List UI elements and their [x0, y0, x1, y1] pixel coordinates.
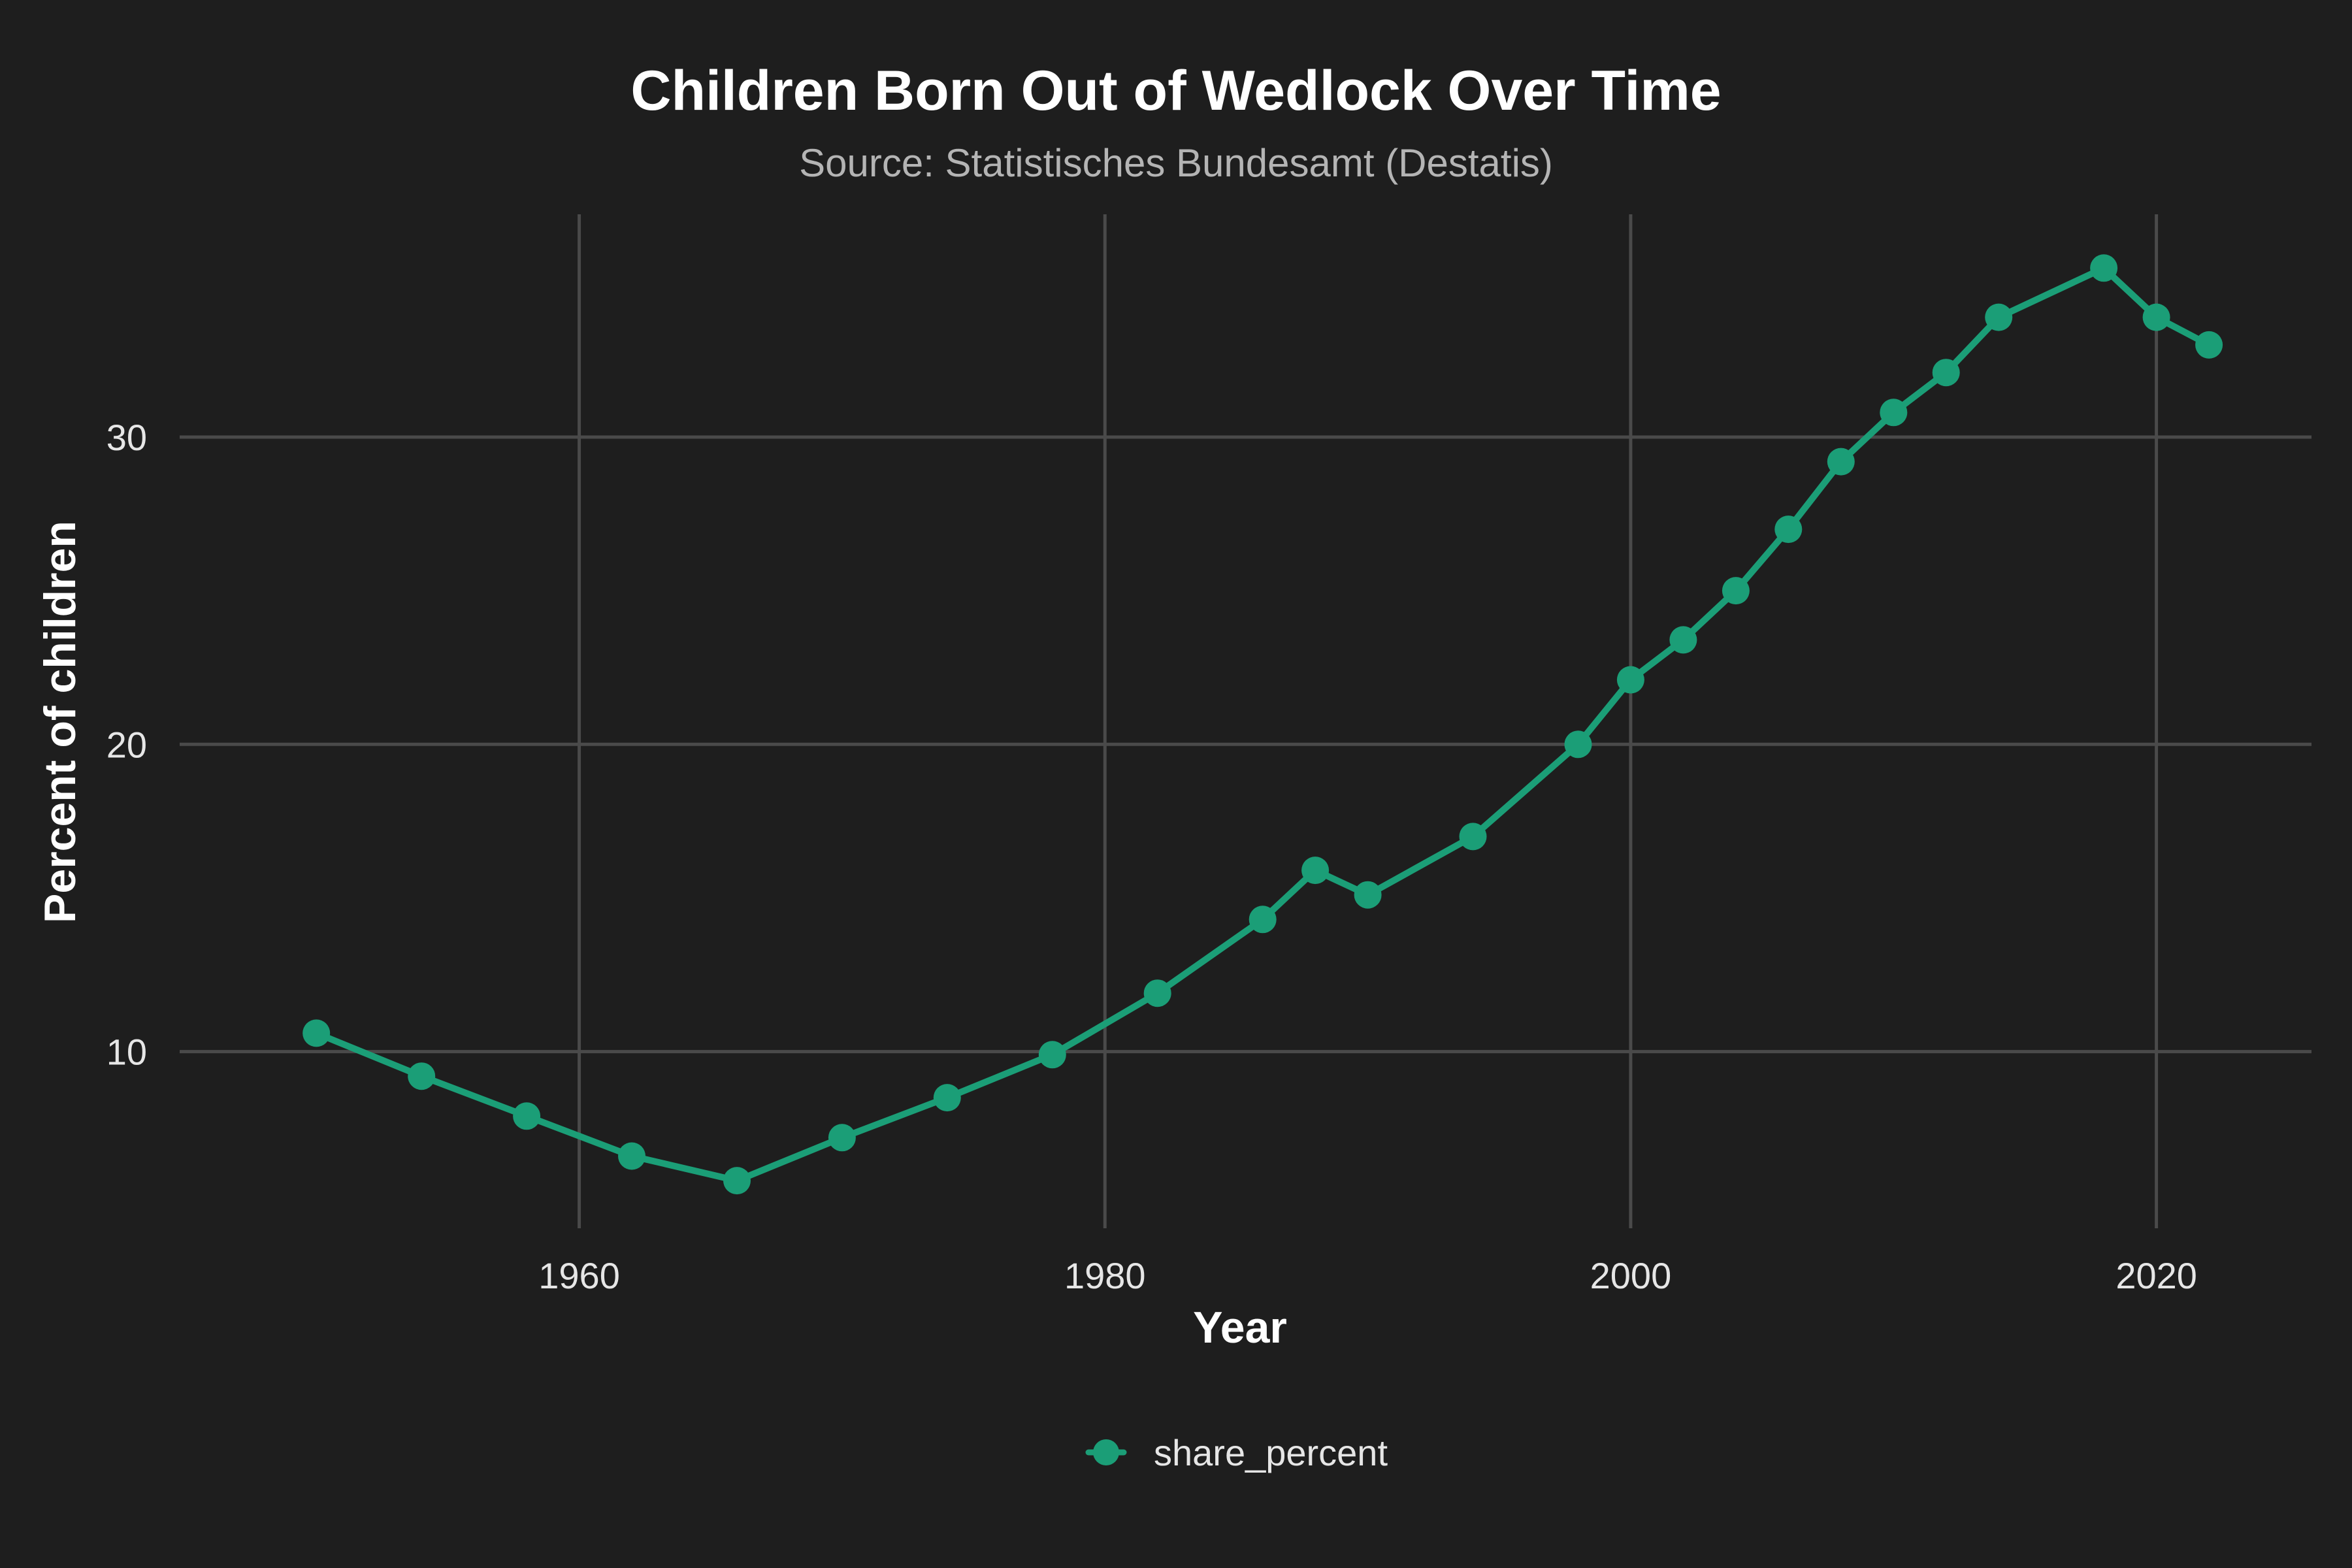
- x-tick-label: 1980: [1064, 1255, 1146, 1296]
- data-point: [1827, 448, 1855, 476]
- data-point: [1616, 666, 1644, 694]
- tick-labels: 1960 1980 2000 2020 10 20 30: [106, 417, 2197, 1296]
- data-point: [1985, 303, 2013, 331]
- series-line: [313, 265, 2213, 1184]
- chart-subtitle: Source: Statistisches Bundesamt (Destati…: [799, 141, 1553, 185]
- data-point: [1564, 730, 1592, 759]
- grid-lines: [180, 214, 2311, 1228]
- data-point: [723, 1167, 751, 1195]
- data-point: [1932, 359, 1960, 387]
- data-point: [1774, 515, 1803, 544]
- x-tick-label: 2000: [1590, 1255, 1672, 1296]
- y-tick-label: 20: [106, 724, 147, 765]
- legend-marker-icon: [1093, 1439, 1119, 1465]
- data-point: [408, 1062, 436, 1090]
- data-point: [2142, 303, 2170, 331]
- data-point: [2195, 331, 2223, 359]
- data-point: [1459, 823, 1487, 851]
- data-point: [302, 1019, 331, 1047]
- y-tick-label: 10: [106, 1032, 147, 1073]
- legend: share_percent: [1085, 1432, 1388, 1473]
- data-point: [1722, 577, 1750, 605]
- y-axis-title: Percent of children: [35, 521, 85, 923]
- data-point: [1301, 857, 1330, 885]
- data-point: [618, 1142, 645, 1170]
- chart-title: Children Born Out of Wedlock Over Time: [630, 59, 1721, 122]
- data-point: [1038, 1041, 1066, 1069]
- data-point: [1669, 626, 1697, 654]
- data-point: [1143, 979, 1171, 1007]
- data-point: [2090, 254, 2118, 282]
- data-series: [302, 254, 2223, 1195]
- legend-label: share_percent: [1154, 1432, 1388, 1473]
- data-point: [933, 1084, 961, 1112]
- x-axis-title: Year: [1193, 1303, 1287, 1352]
- x-tick-label: 1960: [538, 1255, 620, 1296]
- data-point: [513, 1102, 541, 1130]
- y-tick-label: 30: [106, 417, 147, 458]
- data-point: [828, 1124, 856, 1152]
- x-tick-label: 2020: [2115, 1255, 2197, 1296]
- data-point: [1249, 906, 1277, 934]
- data-point: [1880, 399, 1908, 427]
- data-point: [1354, 881, 1382, 909]
